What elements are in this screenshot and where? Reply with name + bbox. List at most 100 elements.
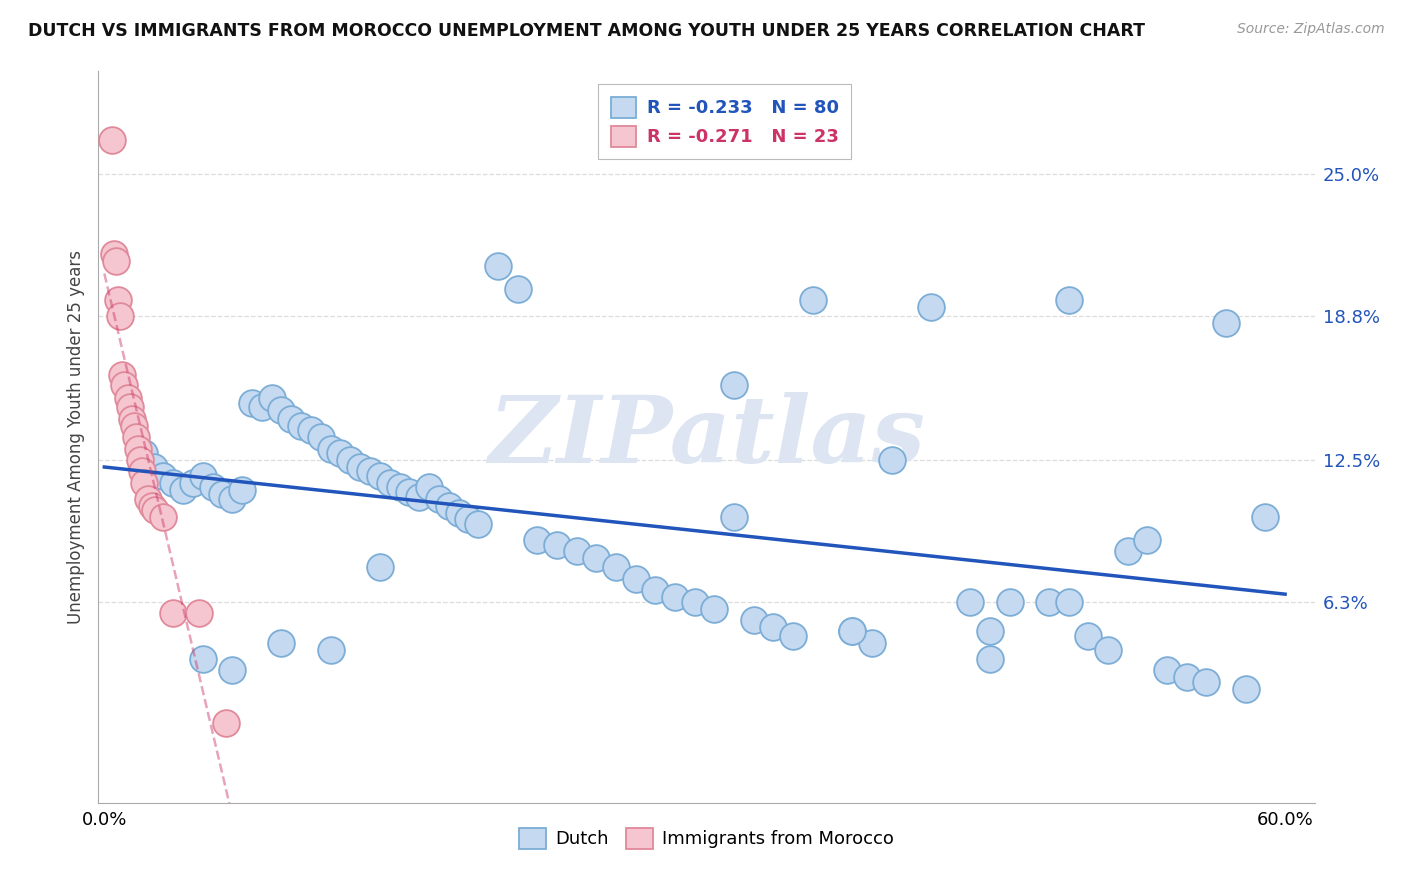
Point <box>762 620 785 634</box>
Point <box>215 715 238 730</box>
Point <box>506 281 529 295</box>
Point <box>136 491 159 506</box>
Point <box>111 368 134 383</box>
Point <box>1038 594 1060 608</box>
Point <box>122 418 145 433</box>
Point <box>270 636 292 650</box>
Point <box>201 480 224 494</box>
Legend: Dutch, Immigrants from Morocco: Dutch, Immigrants from Morocco <box>512 821 901 856</box>
Point <box>319 442 342 456</box>
Point <box>121 412 143 426</box>
Point <box>664 590 686 604</box>
Text: ZIPatlas: ZIPatlas <box>488 392 925 482</box>
Point <box>101 133 124 147</box>
Point <box>841 624 863 639</box>
Point <box>117 391 139 405</box>
Point <box>1215 316 1237 330</box>
Point <box>240 396 263 410</box>
Point <box>280 412 302 426</box>
Point <box>605 560 627 574</box>
Point <box>546 537 568 551</box>
Y-axis label: Unemployment Among Youth under 25 years: Unemployment Among Youth under 25 years <box>66 250 84 624</box>
Point <box>427 491 450 506</box>
Point <box>112 377 135 392</box>
Point <box>309 430 332 444</box>
Point <box>723 510 745 524</box>
Point <box>979 624 1001 639</box>
Point <box>841 624 863 639</box>
Point <box>127 442 149 456</box>
Point <box>368 560 391 574</box>
Point <box>1116 544 1139 558</box>
Point <box>437 499 460 513</box>
Point <box>260 391 283 405</box>
Point <box>319 642 342 657</box>
Point <box>181 475 204 490</box>
Point <box>108 309 131 323</box>
Point <box>565 544 588 558</box>
Point <box>1175 670 1198 684</box>
Point <box>152 469 174 483</box>
Text: Source: ZipAtlas.com: Source: ZipAtlas.com <box>1237 22 1385 37</box>
Point <box>191 469 214 483</box>
Point <box>339 453 361 467</box>
Point <box>103 247 125 261</box>
Point <box>585 551 607 566</box>
Point <box>1195 674 1218 689</box>
Point <box>152 510 174 524</box>
Point <box>880 453 903 467</box>
Point <box>644 583 666 598</box>
Point <box>250 401 273 415</box>
Point <box>979 652 1001 666</box>
Point <box>191 652 214 666</box>
Point <box>467 516 489 531</box>
Point <box>162 475 184 490</box>
Point <box>959 594 981 608</box>
Point <box>703 601 725 615</box>
Point <box>125 430 148 444</box>
Point <box>132 446 155 460</box>
Point <box>526 533 548 547</box>
Point <box>1077 629 1099 643</box>
Point <box>447 506 470 520</box>
Point <box>211 487 233 501</box>
Point <box>801 293 824 307</box>
Point <box>1234 681 1257 696</box>
Point <box>270 402 292 417</box>
Point <box>1136 533 1159 547</box>
Point <box>1057 293 1080 307</box>
Point <box>128 453 150 467</box>
Point <box>145 503 167 517</box>
Point <box>141 499 163 513</box>
Point <box>359 464 381 478</box>
Point <box>378 475 401 490</box>
Point <box>131 464 153 478</box>
Point <box>398 485 420 500</box>
Point <box>132 475 155 490</box>
Point <box>231 483 253 497</box>
Point <box>290 418 312 433</box>
Point <box>299 423 322 437</box>
Point <box>107 293 129 307</box>
Point <box>624 572 647 586</box>
Point <box>723 377 745 392</box>
Point <box>1057 594 1080 608</box>
Point <box>742 613 765 627</box>
Point <box>349 459 371 474</box>
Point <box>118 401 141 415</box>
Point <box>486 259 509 273</box>
Point <box>1097 642 1119 657</box>
Text: DUTCH VS IMMIGRANTS FROM MOROCCO UNEMPLOYMENT AMONG YOUTH UNDER 25 YEARS CORRELA: DUTCH VS IMMIGRANTS FROM MOROCCO UNEMPLO… <box>28 22 1144 40</box>
Point <box>920 300 942 314</box>
Point <box>683 594 706 608</box>
Point <box>221 663 243 677</box>
Point <box>172 483 194 497</box>
Point <box>1156 663 1178 677</box>
Point <box>221 491 243 506</box>
Point <box>368 469 391 483</box>
Point <box>162 606 184 620</box>
Point <box>329 446 352 460</box>
Point <box>1254 510 1277 524</box>
Point <box>105 254 128 268</box>
Point <box>457 512 479 526</box>
